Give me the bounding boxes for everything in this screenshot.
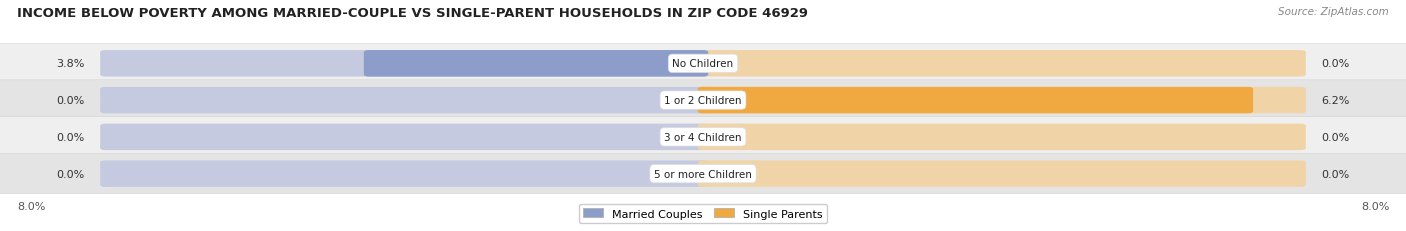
FancyBboxPatch shape bbox=[100, 88, 709, 114]
Text: 0.0%: 0.0% bbox=[56, 169, 84, 179]
Text: 3 or 4 Children: 3 or 4 Children bbox=[664, 132, 742, 142]
FancyBboxPatch shape bbox=[100, 124, 709, 150]
Text: 0.0%: 0.0% bbox=[1322, 169, 1350, 179]
Text: 6.2%: 6.2% bbox=[1322, 96, 1350, 106]
Text: 1 or 2 Children: 1 or 2 Children bbox=[664, 96, 742, 106]
FancyBboxPatch shape bbox=[0, 117, 1406, 157]
FancyBboxPatch shape bbox=[697, 88, 1253, 114]
Text: 0.0%: 0.0% bbox=[1322, 59, 1350, 69]
Text: 8.0%: 8.0% bbox=[17, 201, 45, 211]
FancyBboxPatch shape bbox=[100, 51, 709, 77]
Text: Source: ZipAtlas.com: Source: ZipAtlas.com bbox=[1278, 7, 1389, 17]
Text: 0.0%: 0.0% bbox=[56, 132, 84, 142]
Text: 0.0%: 0.0% bbox=[56, 96, 84, 106]
FancyBboxPatch shape bbox=[697, 51, 1306, 77]
Text: 8.0%: 8.0% bbox=[1361, 201, 1389, 211]
FancyBboxPatch shape bbox=[0, 44, 1406, 84]
Text: 5 or more Children: 5 or more Children bbox=[654, 169, 752, 179]
FancyBboxPatch shape bbox=[100, 161, 709, 187]
FancyBboxPatch shape bbox=[0, 154, 1406, 194]
FancyBboxPatch shape bbox=[0, 81, 1406, 121]
Text: 3.8%: 3.8% bbox=[56, 59, 84, 69]
Text: No Children: No Children bbox=[672, 59, 734, 69]
FancyBboxPatch shape bbox=[697, 88, 1306, 114]
FancyBboxPatch shape bbox=[697, 161, 1306, 187]
Text: INCOME BELOW POVERTY AMONG MARRIED-COUPLE VS SINGLE-PARENT HOUSEHOLDS IN ZIP COD: INCOME BELOW POVERTY AMONG MARRIED-COUPL… bbox=[17, 7, 808, 20]
Legend: Married Couples, Single Parents: Married Couples, Single Parents bbox=[579, 204, 827, 223]
FancyBboxPatch shape bbox=[697, 124, 1306, 150]
Text: 0.0%: 0.0% bbox=[1322, 132, 1350, 142]
FancyBboxPatch shape bbox=[364, 51, 709, 77]
